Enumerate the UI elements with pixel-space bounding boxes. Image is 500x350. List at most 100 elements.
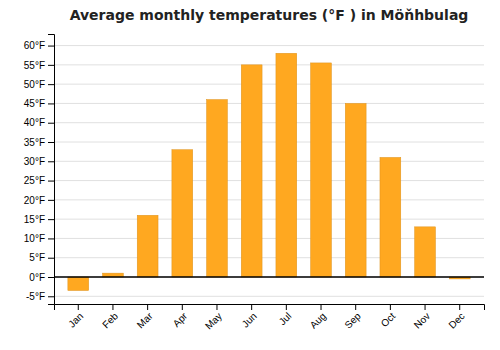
x-tick: Sep xyxy=(342,304,363,331)
x-tick: Feb xyxy=(100,304,120,330)
y-tick-mark xyxy=(48,296,54,297)
y-tick-mark xyxy=(48,123,54,124)
x-tick-label: Dec xyxy=(446,310,466,330)
y-tick: 20°F xyxy=(24,195,54,206)
grid xyxy=(54,46,484,297)
x-tick-mark xyxy=(182,304,183,310)
bar xyxy=(68,277,89,291)
plot-area xyxy=(68,53,470,290)
x-tick-label: Jul xyxy=(277,310,294,327)
y-tick: 35°F xyxy=(24,137,54,148)
y-axis-line xyxy=(48,35,55,305)
y-tick: 30°F xyxy=(24,156,54,167)
y-tick: 40°F xyxy=(24,117,54,128)
x-tick-mark xyxy=(286,304,287,310)
bar xyxy=(241,65,262,277)
x-tick-label: Aug xyxy=(308,310,328,330)
x-tick: Dec xyxy=(446,304,466,331)
bar xyxy=(137,215,158,277)
y-tick: 0°F xyxy=(29,272,54,283)
y-tick: 15°F xyxy=(24,214,54,225)
bar xyxy=(207,100,228,277)
y-tick-label: 20°F xyxy=(24,195,45,206)
x-tick-label: Mar xyxy=(135,310,155,330)
y-tick-label: 60°F xyxy=(24,40,45,51)
y-tick-label: 40°F xyxy=(24,117,45,128)
x-axis: Jan Feb Mar Apr May Jun Jul Aug Sep Oct Nov Dec xyxy=(55,304,485,332)
x-tick-mark xyxy=(147,304,148,310)
y-tick-mark xyxy=(48,181,54,182)
x-tick: Jan xyxy=(66,304,85,330)
y-tick-label: -5°F xyxy=(26,291,45,302)
y-tick: 50°F xyxy=(24,79,54,90)
bar xyxy=(311,63,332,277)
y-tick-label: 35°F xyxy=(24,137,45,148)
y-tick-label: 0°F xyxy=(29,272,45,283)
grid-line xyxy=(54,277,484,278)
y-tick-label: 50°F xyxy=(24,79,45,90)
y-tick-mark xyxy=(48,238,54,239)
x-tick-mark xyxy=(216,304,217,310)
grid-line xyxy=(54,103,484,104)
y-tick-label: 15°F xyxy=(24,214,45,225)
x-tick: Jul xyxy=(277,304,294,327)
grid-line xyxy=(54,84,484,85)
bar xyxy=(380,157,401,277)
grid-line xyxy=(54,64,484,65)
y-tick: 25°F xyxy=(24,175,54,186)
y-tick-mark xyxy=(48,84,54,85)
chart-title: Average monthly temperatures (°F ) in Mö… xyxy=(70,7,469,23)
x-tick: Nov xyxy=(412,304,432,331)
x-tick-mark xyxy=(251,304,252,310)
bar xyxy=(276,53,297,277)
x-tick-label: Sep xyxy=(342,310,363,331)
grid-line xyxy=(54,122,484,123)
x-tick: Aug xyxy=(308,304,328,331)
y-tick: 55°F xyxy=(24,60,54,71)
bar xyxy=(415,227,436,277)
y-tick-mark xyxy=(48,161,54,162)
x-tick-mark xyxy=(390,304,391,310)
y-tick-mark xyxy=(48,219,54,220)
y-tick-mark xyxy=(48,46,54,47)
y-tick-label: 5°F xyxy=(29,252,45,263)
y-tick: 10°F xyxy=(24,233,54,244)
bar xyxy=(172,150,193,277)
chart-container: -5°F 0°F 5°F 10°F 15°F 20°F 25°F 30°F 35°F 40°F 45… xyxy=(0,0,500,350)
y-tick-mark xyxy=(48,200,54,201)
x-tick: May xyxy=(203,304,224,332)
x-tick-label: Jan xyxy=(66,310,85,329)
grid-line xyxy=(54,296,484,297)
y-tick-mark xyxy=(48,258,54,259)
x-axis-line xyxy=(55,305,485,311)
bar xyxy=(345,103,366,277)
x-tick-label: Oct xyxy=(379,310,398,329)
x-tick-mark xyxy=(355,304,356,310)
grid-line xyxy=(54,199,484,200)
y-tick-label: 45°F xyxy=(24,98,45,109)
y-tick-mark xyxy=(48,277,54,278)
grid-line xyxy=(54,180,484,181)
grid-line xyxy=(54,219,484,220)
y-axis: -5°F 0°F 5°F 10°F 15°F 20°F 25°F 30°F 35°F 40°F 45… xyxy=(24,35,55,305)
y-tick: 60°F xyxy=(24,40,54,51)
y-tick-label: 55°F xyxy=(24,60,45,71)
x-tick-label: Nov xyxy=(412,310,432,330)
y-tick: -5°F xyxy=(26,291,54,302)
x-tick: Apr xyxy=(171,304,190,329)
y-tick: 5°F xyxy=(29,252,54,263)
y-tick-mark xyxy=(48,142,54,143)
y-tick-mark xyxy=(48,65,54,66)
x-tick-label: Apr xyxy=(171,310,190,329)
zero-line xyxy=(54,276,484,278)
x-tick: Jun xyxy=(240,304,259,330)
y-tick-label: 30°F xyxy=(24,156,45,167)
x-tick-label: Jun xyxy=(240,310,259,329)
grid-line xyxy=(54,161,484,162)
y-tick: 45°F xyxy=(24,98,54,109)
grid-line xyxy=(54,142,484,143)
x-tick-mark xyxy=(321,304,322,310)
x-tick-label: May xyxy=(203,310,224,331)
y-tick-label: 10°F xyxy=(24,233,45,244)
y-tick-label: 25°F xyxy=(24,175,45,186)
